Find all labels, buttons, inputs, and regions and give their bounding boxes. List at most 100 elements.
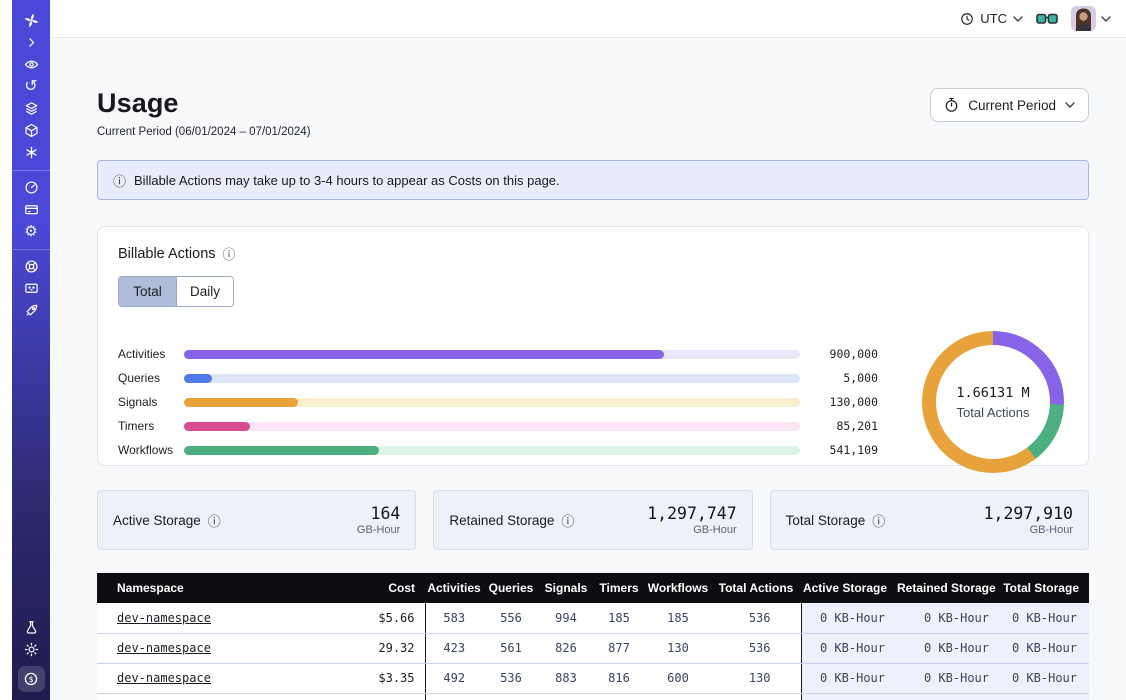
usage-bar-row: Timers 85,201	[118, 421, 878, 431]
info-icon[interactable]: ⓘ	[208, 511, 221, 530]
bar-value: 85,201	[800, 419, 878, 433]
workflows-cell: 600	[645, 663, 711, 693]
page-title: Usage	[97, 88, 311, 119]
storage-card-value: 164	[371, 504, 401, 523]
chevron-down-icon	[1101, 16, 1111, 22]
chevron-down-icon	[1013, 16, 1023, 22]
bar-fill	[184, 422, 250, 431]
retained-storage-cell: 0 KB-Hour	[897, 603, 1001, 633]
billable-actions-title: Billable Actions	[118, 246, 216, 262]
usage-bar-row: Workflows 541,109	[118, 445, 878, 455]
usage-bar-row: Signals 130,000	[118, 397, 878, 407]
total-actions-cell: 130	[711, 663, 801, 693]
info-icon[interactable]: ⓘ	[872, 511, 885, 530]
timezone-label: UTC	[980, 11, 1007, 26]
sidebar-divider	[12, 170, 50, 171]
namespace-link[interactable]: dev-namespace	[117, 611, 211, 625]
feedback-monitor-icon[interactable]	[12, 278, 50, 299]
timezone-dropdown[interactable]: UTC	[960, 11, 1023, 26]
col-active-storage: Active Storage	[801, 573, 897, 603]
theme-sun-icon[interactable]	[12, 639, 50, 660]
layers-icon[interactable]	[12, 98, 50, 119]
total-actions-value: 1.66131 M	[956, 385, 1029, 401]
info-icon: ⓘ	[113, 171, 126, 190]
bar-label: Signals	[118, 395, 184, 409]
period-selector-button[interactable]: Current Period	[930, 88, 1089, 122]
page-subtitle: Current Period (06/01/2024 – 07/01/2024)	[97, 126, 311, 138]
usage-coin-icon: $	[23, 671, 39, 687]
svg-text:$: $	[29, 675, 34, 684]
info-icon[interactable]: ⓘ	[223, 244, 236, 263]
billable-view-tabs: Total Daily	[118, 276, 234, 307]
col-total-storage: Total Storage	[1001, 573, 1089, 603]
sidebar-nav: ↺ ⚙	[12, 0, 50, 700]
bar-fill	[184, 374, 212, 383]
table-row-partial	[97, 693, 1089, 700]
cost-cell: $5.66	[347, 603, 425, 633]
clock-icon	[960, 12, 974, 26]
topbar: UTC	[50, 0, 1126, 38]
settings-gear-icon[interactable]: ⚙	[12, 221, 50, 242]
avatar	[1071, 6, 1096, 31]
col-total-actions: Total Actions	[711, 573, 801, 603]
asterisk-icon[interactable]	[12, 142, 50, 163]
table-header-row: Namespace Cost Activities Queries Signal…	[97, 573, 1089, 603]
timers-cell: 877	[593, 633, 645, 663]
storage-card-value: 1,297,747	[647, 504, 736, 523]
storage-card-unit: GB-Hour	[693, 524, 736, 536]
lab-flask-icon[interactable]	[12, 617, 50, 638]
signals-cell: 883	[539, 663, 593, 693]
gauge-icon[interactable]	[12, 177, 50, 198]
support-lifebuoy-icon[interactable]	[12, 256, 50, 277]
col-namespace: Namespace	[97, 573, 347, 603]
col-activities: Activities	[425, 573, 483, 603]
storage-card-value: 1,297,910	[984, 504, 1073, 523]
history-icon[interactable]: ↺	[12, 76, 50, 97]
namespace-usage-table: Namespace Cost Activities Queries Signal…	[97, 573, 1089, 700]
rocket-icon[interactable]	[12, 300, 50, 321]
usage-bars: Activities 900,000 Queries 5,000 Signals…	[118, 349, 918, 455]
col-timers: Timers	[593, 573, 645, 603]
usage-bar-row: Queries 5,000	[118, 373, 878, 383]
storage-card-unit: GB-Hour	[1030, 524, 1073, 536]
activities-cell: 492	[425, 663, 483, 693]
account-menu[interactable]	[1071, 6, 1111, 31]
timers-cell: 185	[593, 603, 645, 633]
active-storage-cell: 0 KB-Hour	[801, 663, 897, 693]
total-storage-cell: 0 KB-Hour	[1001, 633, 1089, 663]
col-signals: Signals	[539, 573, 593, 603]
bar-label: Queries	[118, 371, 184, 385]
namespace-link[interactable]: dev-namespace	[117, 641, 211, 655]
bar-fill	[184, 398, 298, 407]
tab-total[interactable]: Total	[119, 277, 176, 306]
bar-label: Timers	[118, 419, 184, 433]
page-header: Usage Current Period (06/01/2024 – 07/01…	[97, 88, 1089, 138]
sidebar-divider	[12, 249, 50, 250]
bar-fill	[184, 350, 664, 359]
cost-cell: 29.32	[347, 633, 425, 663]
bar-fill	[184, 446, 379, 455]
bar-value: 130,000	[800, 395, 878, 409]
glasses-button[interactable]	[1036, 8, 1058, 29]
info-banner-text: Billable Actions may take up to 3-4 hour…	[134, 173, 560, 188]
bar-value: 900,000	[800, 347, 878, 361]
workflows-cell: 185	[645, 603, 711, 633]
total-actions-label: Total Actions	[957, 405, 1030, 420]
col-queries: Queries	[483, 573, 539, 603]
namespaces-eye-icon[interactable]	[12, 54, 50, 75]
billing-card-icon[interactable]	[12, 199, 50, 220]
usage-coin-button[interactable]: $	[18, 666, 45, 692]
tab-daily[interactable]: Daily	[176, 277, 233, 306]
active-storage-cell: 0 KB-Hour	[801, 633, 897, 663]
billable-chart: Activities 900,000 Queries 5,000 Signals…	[118, 331, 1068, 473]
bar-track	[184, 422, 800, 431]
usage-page: ↺ ⚙	[0, 0, 1126, 700]
collapse-chevron-icon[interactable]	[12, 32, 50, 53]
namespace-link[interactable]: dev-namespace	[117, 671, 211, 685]
temporal-logo-icon[interactable]	[12, 10, 50, 31]
info-icon[interactable]: ⓘ	[561, 511, 574, 530]
cube-icon[interactable]	[12, 120, 50, 141]
billable-actions-card: Billable Actions ⓘ Total Daily Activitie…	[97, 226, 1089, 466]
usage-bar-row: Activities 900,000	[118, 349, 878, 359]
storage-card-label: Retained Storage	[449, 513, 554, 528]
